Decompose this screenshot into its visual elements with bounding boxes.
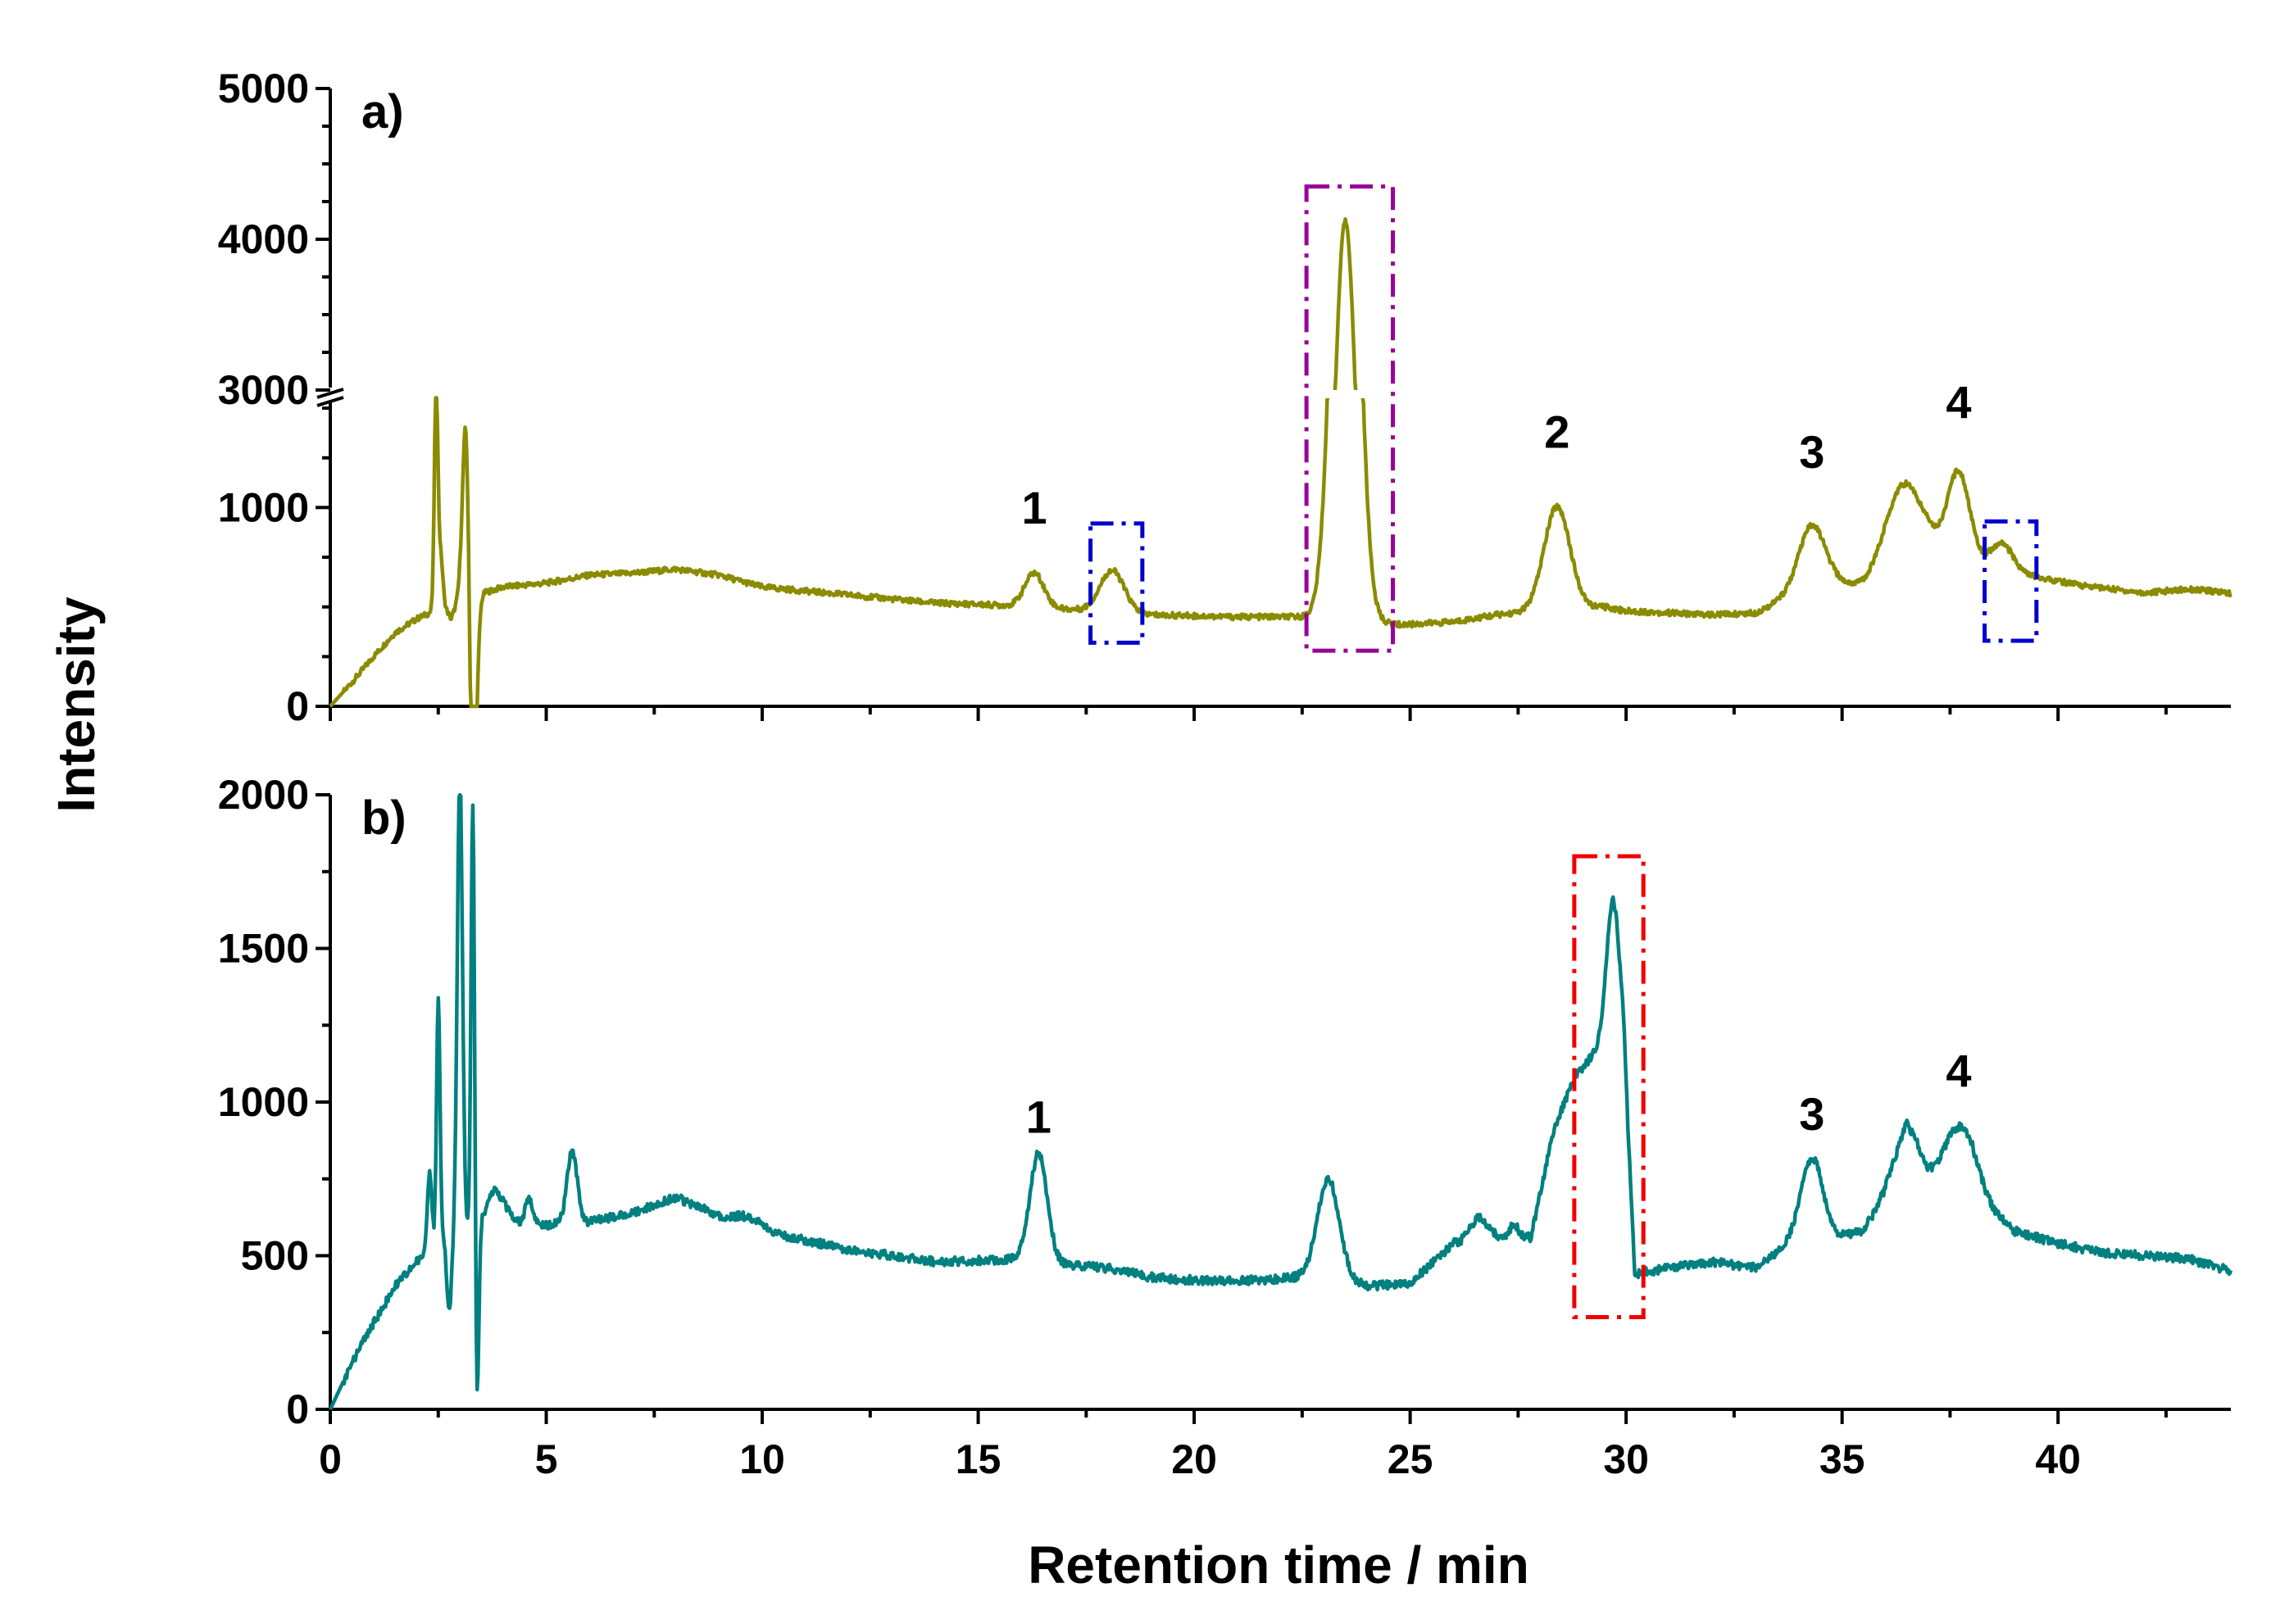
x-tick-label: 35 (1819, 1436, 1865, 1482)
y-tick-label: 0 (286, 1386, 309, 1432)
peak-label: 2 (1544, 406, 1569, 458)
y-tick-label: 0 (286, 683, 309, 729)
peak-label: 1 (1026, 1091, 1051, 1143)
x-tick-label: 15 (956, 1436, 1002, 1482)
panel-b: 0 500 1000 1500 2000 0 5 10 15 20 25 30 35 40 1 3 4 b) (218, 772, 2233, 1482)
x-tick-label: 25 (1388, 1436, 1433, 1482)
axis-break-mark (316, 388, 344, 399)
x-tick-label: 40 (2035, 1436, 2081, 1482)
axis-break-gap (1319, 390, 1372, 398)
y-tick-label: 1500 (218, 926, 309, 972)
peak-label: 3 (1799, 426, 1824, 478)
y-tick-label: 500 (241, 1233, 309, 1279)
peak-label: 4 (1946, 1045, 1971, 1096)
x-tick-label: 0 (319, 1436, 342, 1482)
x-tick-label: 30 (1603, 1436, 1649, 1482)
y-tick-label: 2000 (218, 772, 309, 818)
highlight-box (1572, 854, 1646, 1319)
panel-label: a) (361, 85, 404, 138)
x-axis-title: Retention time / min (1028, 1536, 1529, 1595)
y-tick-label: 5000 (218, 66, 309, 111)
highlight-box (1304, 184, 1396, 653)
highlight-box (1088, 521, 1145, 645)
panel-label: b) (361, 792, 407, 845)
x-tick-label: 5 (535, 1436, 558, 1482)
y-tick-label: 4000 (218, 216, 309, 262)
highlight-box (1983, 519, 2039, 643)
y-tick-label: 1000 (218, 1079, 309, 1125)
chromatogram-trace-b (328, 792, 2233, 1411)
x-tick-label: 20 (1171, 1436, 1217, 1482)
axis-break-mark (316, 396, 344, 407)
y-tick-label: 3000 (218, 367, 309, 413)
y-tick-label: 1000 (218, 484, 309, 530)
panel-a: 0 1000 3000 4000 5000 1 2 3 4 a) (218, 66, 2232, 729)
peak-label: 4 (1946, 376, 1971, 428)
peak-label: 1 (1022, 482, 1047, 533)
chromatogram-trace-a (329, 217, 2232, 709)
y-axis-title: Intensity (47, 597, 106, 813)
x-tick-label: 10 (739, 1436, 785, 1482)
peak-label: 3 (1799, 1088, 1824, 1140)
